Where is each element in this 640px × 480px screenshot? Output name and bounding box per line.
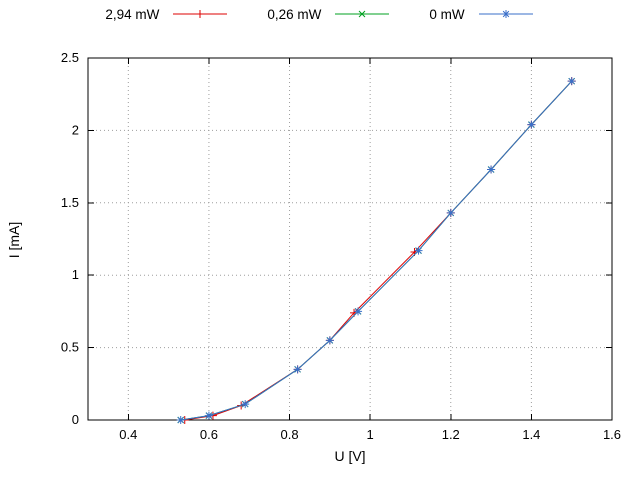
legend-label-2-94mw: 2,94 mW xyxy=(105,6,160,22)
legend-item-0mw: 0 mW xyxy=(429,7,534,22)
x-tick-label: 1.2 xyxy=(442,427,460,442)
x-tick-label: 0.4 xyxy=(119,427,137,442)
series-markers xyxy=(177,77,576,424)
y-tick-label: 2.5 xyxy=(61,50,79,65)
series-line xyxy=(180,80,573,421)
x-tick-label: 1.6 xyxy=(603,427,621,442)
x-tick-label: 0.8 xyxy=(280,427,298,442)
legend-item-2-94mw: 2,94 mW xyxy=(105,7,229,22)
legend-line-sample-red xyxy=(173,10,228,18)
x-tick-label: 0.6 xyxy=(200,427,218,442)
y-axis-label: I [mA] xyxy=(6,221,22,259)
chart-legend: 2,94 mW 0,26 mW 0 mW xyxy=(0,5,640,23)
y-tick-label: 2 xyxy=(72,122,79,137)
y-tick-label: 0.5 xyxy=(61,340,79,355)
x-tick-label: 1 xyxy=(367,427,374,442)
legend-label-0-26mw: 0,26 mW xyxy=(267,6,322,22)
legend-item-0-26mw: 0,26 mW xyxy=(267,7,391,22)
y-tick-label: 1.5 xyxy=(61,195,79,210)
x-axis-label: U [V] xyxy=(334,448,366,464)
series-line xyxy=(180,80,573,421)
series-line xyxy=(184,80,573,421)
legend-label-0mw: 0 mW xyxy=(429,6,465,22)
y-tick-label: 0 xyxy=(72,412,79,427)
legend-line-sample-green xyxy=(335,10,390,18)
series-markers xyxy=(176,77,576,424)
legend-line-sample-blue xyxy=(478,10,533,18)
x-tick-label: 1.4 xyxy=(522,427,540,442)
series-markers xyxy=(180,77,576,424)
y-tick-label: 1 xyxy=(72,267,79,282)
